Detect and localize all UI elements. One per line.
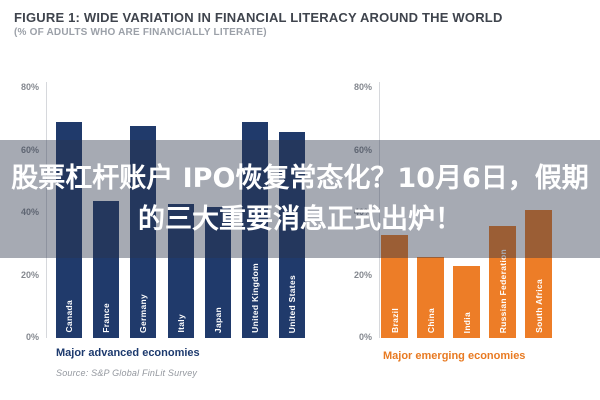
- y-axis-tick-label: 60%: [20, 144, 39, 155]
- bar-category-label: Brazil: [389, 308, 400, 333]
- bar-category-label: United Kingdom: [250, 263, 260, 333]
- bar-category-label: Japan: [212, 306, 223, 333]
- y-axis-tick-label: 80%: [353, 82, 372, 92]
- bar-chart-emerging-economies: 80% 60% 40% 20% 0% Brazil China India Russian Fe…: [343, 80, 555, 342]
- bar-category-label: South Africa: [533, 279, 544, 333]
- y-axis-line: [46, 82, 47, 338]
- y-axis-tick-label: 80%: [20, 82, 39, 92]
- bar-category-label: United States: [287, 274, 298, 333]
- caption-advanced-economies: Major advanced economies: [56, 347, 200, 359]
- bar-united-states: United States: [279, 131, 306, 338]
- bar-brazil: Brazil: [381, 234, 408, 338]
- bar-italy: Italy: [167, 203, 194, 338]
- figure-title: FIGURE 1: WIDE VARIATION IN FINANCIAL LI…: [14, 10, 503, 25]
- bar-germany: Germany: [130, 125, 157, 338]
- source-note: Source: S&P Global FinLit Survey: [56, 368, 198, 378]
- bar-category-label: Germany: [138, 294, 149, 333]
- y-axis-tick-label: 0%: [358, 332, 372, 342]
- bar-china: China: [417, 256, 444, 338]
- bar-category-label: Russian Federation: [497, 248, 508, 333]
- bar-category-label: Italy: [175, 314, 186, 333]
- bar-russian-federation: Russian Federation: [489, 225, 516, 338]
- bar-category-label: India: [461, 311, 472, 333]
- y-axis-line: [379, 82, 380, 338]
- y-axis-tick-label: 60%: [353, 144, 372, 155]
- headline-overlay-banner: 股票杠杆账户 IPO恢复常态化？10月6日，假期 的三大重要消息正式出炉！: [0, 140, 600, 258]
- bar-category-label: France: [101, 303, 112, 333]
- bar-united-kingdom: United Kingdom: [242, 122, 268, 338]
- figure-subtitle: (% OF ADULTS WHO ARE FINANCIALLY LITERAT…: [14, 27, 267, 38]
- y-axis-tick-label: 20%: [20, 269, 39, 280]
- y-axis-tick-label: 40%: [20, 207, 39, 217]
- bar-canada: Canada: [56, 122, 82, 338]
- bar-chart-advanced-economies: 80% 60% 40% 20% 0% Canada France Germany Italy Ja…: [12, 80, 320, 342]
- bar-india: India: [453, 266, 480, 338]
- caption-emerging-economies: Major emerging economies: [383, 350, 526, 362]
- y-axis-tick-label: 40%: [353, 207, 372, 217]
- bar-category-label: China: [425, 307, 436, 333]
- headline-line-2: 的三大重要消息正式出炉！: [138, 204, 462, 235]
- bar-france: France: [93, 200, 120, 338]
- bar-category-label: Canada: [64, 300, 74, 333]
- headline-line-1: 股票杠杆账户 IPO恢复常态化？10月6日，假期: [11, 163, 589, 194]
- y-axis-tick-label: 20%: [353, 269, 372, 280]
- y-axis-tick-label: 0%: [25, 332, 39, 342]
- bar-japan: Japan: [204, 206, 231, 338]
- bar-south-africa: South Africa: [525, 209, 552, 338]
